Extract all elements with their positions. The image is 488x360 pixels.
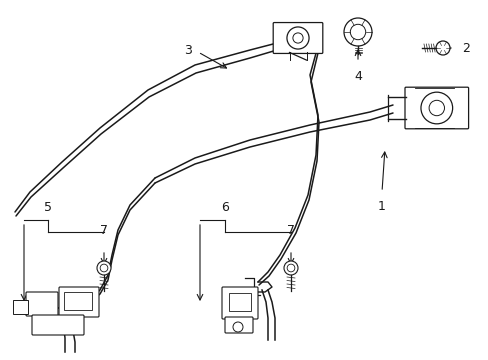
Text: 3: 3 bbox=[184, 44, 192, 57]
Text: 6: 6 bbox=[221, 201, 228, 214]
Bar bbox=[228, 293, 250, 311]
Circle shape bbox=[232, 322, 243, 332]
FancyBboxPatch shape bbox=[273, 23, 322, 53]
Circle shape bbox=[284, 261, 297, 275]
Circle shape bbox=[286, 27, 308, 49]
Text: 4: 4 bbox=[353, 70, 361, 83]
Circle shape bbox=[349, 24, 365, 40]
Text: 2: 2 bbox=[461, 41, 469, 54]
FancyBboxPatch shape bbox=[222, 287, 258, 319]
FancyBboxPatch shape bbox=[26, 292, 58, 316]
Circle shape bbox=[428, 100, 444, 116]
Circle shape bbox=[100, 264, 108, 272]
FancyBboxPatch shape bbox=[404, 87, 468, 129]
Text: 7: 7 bbox=[100, 224, 108, 237]
Text: 7: 7 bbox=[286, 224, 294, 237]
Circle shape bbox=[343, 18, 371, 46]
Bar bbox=[13, 300, 28, 314]
Circle shape bbox=[292, 33, 303, 43]
FancyBboxPatch shape bbox=[59, 287, 99, 317]
Circle shape bbox=[435, 41, 449, 55]
Circle shape bbox=[97, 261, 111, 275]
FancyBboxPatch shape bbox=[32, 315, 84, 335]
Circle shape bbox=[286, 264, 294, 272]
Circle shape bbox=[420, 92, 452, 124]
Text: 1: 1 bbox=[377, 200, 385, 213]
Bar bbox=[64, 292, 92, 310]
FancyBboxPatch shape bbox=[224, 317, 252, 333]
Text: 5: 5 bbox=[44, 201, 52, 214]
